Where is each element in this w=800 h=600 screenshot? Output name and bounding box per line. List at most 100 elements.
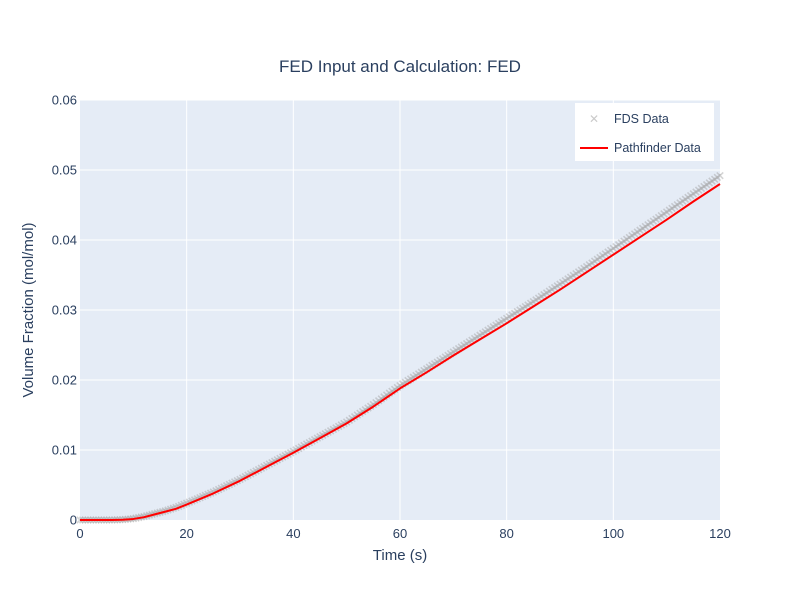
fds-data-point [668, 204, 676, 213]
fds-data-point [580, 264, 588, 273]
fds-data-point [377, 395, 386, 403]
y-axis-ticks: 0 0.01 0.02 0.03 0.04 0.05 0.06 [52, 93, 77, 528]
fds-data-point [628, 231, 636, 240]
fds-data-point [606, 246, 615, 254]
fds-data-point [366, 402, 375, 411]
fds-data-point [505, 312, 514, 321]
fds-data-point [590, 257, 599, 265]
fds-data-point [556, 280, 564, 288]
fds-data-point [686, 191, 695, 200]
x-axis-ticks: 0 20 40 60 80 100 120 [76, 526, 730, 541]
fds-data-point [492, 321, 500, 329]
fds-data-point [582, 262, 591, 271]
fds-data-point [510, 309, 519, 318]
fds-data-point [513, 307, 522, 316]
y-tick-label: 0 [70, 513, 77, 528]
fds-data-point [577, 266, 586, 274]
fds-data-point [622, 235, 631, 244]
fds-data-point [601, 250, 610, 258]
fds-data-point [702, 180, 711, 189]
fds-data-point [625, 233, 634, 242]
fds-data-point [694, 186, 703, 194]
legend-pathfinder-label: Pathfinder Data [614, 141, 701, 155]
fds-data-point [636, 226, 644, 234]
fds-data-point [654, 213, 663, 222]
fds-data-point [588, 259, 596, 267]
fds-data-point [660, 210, 668, 218]
fds-data-point [708, 177, 716, 185]
legend-item-pathfinder[interactable]: Pathfinder Data [580, 141, 701, 155]
fds-data-point [604, 248, 612, 256]
fds-data-point [566, 273, 575, 281]
fds-data-point [532, 296, 540, 304]
fds-data-point [561, 276, 570, 285]
fds-data-point [494, 319, 503, 328]
fds-data-point [641, 222, 650, 231]
legend-item-fds[interactable]: ✕ FDS Data [589, 112, 669, 126]
fds-data-point [716, 171, 724, 180]
fds-data-point [598, 251, 607, 260]
fds-data-point [676, 199, 684, 207]
fds-data-point [646, 219, 655, 227]
x-tick-label: 20 [179, 526, 193, 541]
fds-data-point [649, 217, 658, 225]
fds-data-point [545, 287, 554, 295]
fds-data-point [521, 302, 530, 311]
fds-data-point [572, 269, 580, 278]
x-tick-label: 60 [393, 526, 407, 541]
fds-data-point [609, 244, 618, 253]
fds-data-point [673, 200, 682, 209]
fds-data-point [692, 188, 700, 196]
fds-data-point [524, 301, 532, 309]
legend-fds-marker-icon: ✕ [589, 112, 599, 126]
fds-data-point [617, 239, 626, 247]
y-tick-label: 0.05 [52, 163, 77, 178]
fds-data-point [684, 193, 692, 202]
y-tick-label: 0.06 [52, 93, 77, 108]
fds-data-point [540, 290, 548, 299]
legend-box [575, 103, 714, 161]
fds-data-point [518, 304, 527, 313]
fds-data-point [548, 285, 556, 294]
fds-data-point [657, 211, 666, 220]
chart-title: FED Input and Calculation: FED [279, 57, 521, 76]
fds-data-point [585, 261, 594, 269]
x-tick-label: 80 [499, 526, 513, 541]
y-tick-label: 0.04 [52, 233, 77, 248]
y-axis-title: Volume Fraction (mol/mol) [20, 222, 37, 397]
legend-fds-label: FDS Data [614, 112, 669, 126]
y-tick-label: 0.03 [52, 303, 77, 318]
fds-data-point [502, 314, 511, 323]
x-axis-title: Time (s) [373, 547, 427, 564]
fds-data-point [633, 228, 642, 236]
fds-data-point [665, 206, 674, 214]
fds-data-point [700, 182, 708, 191]
fds-data-point [662, 208, 671, 216]
y-tick-label: 0.02 [52, 373, 77, 388]
grid [80, 99, 720, 520]
x-tick-label: 100 [602, 526, 624, 541]
fds-data-point [558, 278, 567, 287]
fds-data-point [374, 396, 383, 405]
fds-data-point [497, 317, 506, 326]
fds-data-point [564, 275, 572, 283]
fds-data-point [644, 220, 652, 229]
fds-data-point [372, 398, 380, 407]
fds-data-point [670, 202, 679, 211]
fds-data-point [596, 253, 604, 262]
legend[interactable]: ✕ FDS Data Pathfinder Data [575, 103, 714, 161]
series-pathfinder-line [80, 183, 721, 521]
fds-data-point [630, 230, 639, 238]
fds-data-point [526, 299, 535, 308]
fds-data-point [678, 197, 687, 205]
fds-data-point [574, 268, 583, 276]
fds-data-point [516, 306, 524, 314]
x-tick-label: 120 [709, 526, 731, 541]
fds-data-point [542, 289, 551, 297]
fds-data-point [553, 282, 562, 290]
fds-data-point [612, 242, 620, 251]
series-fds-data [76, 171, 724, 524]
fds-data-point [500, 316, 508, 324]
